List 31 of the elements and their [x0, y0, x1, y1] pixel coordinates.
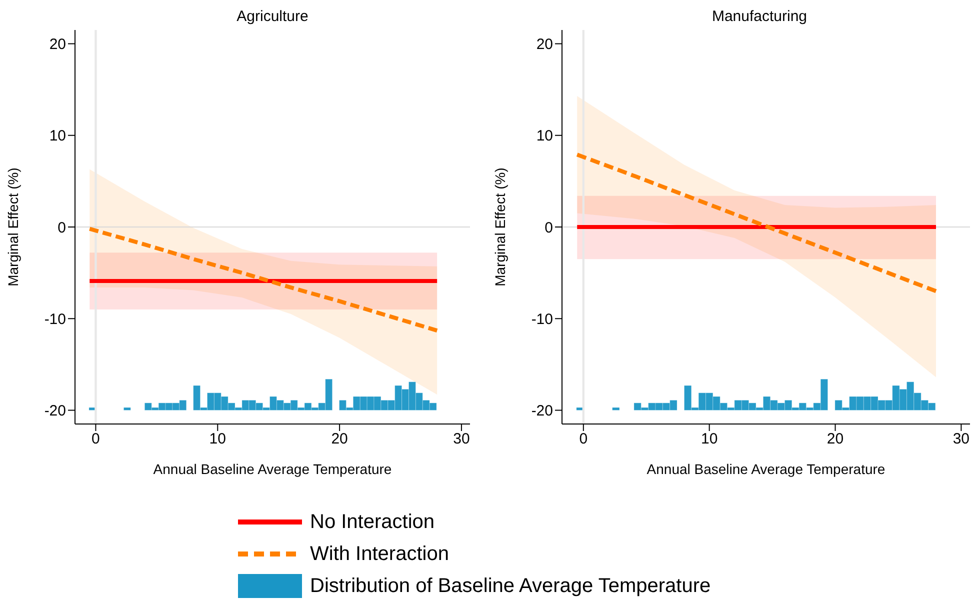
x-tick-label: 0	[92, 430, 100, 448]
line-series	[575, 152, 938, 294]
x-tick-label: 20	[331, 430, 348, 448]
y-tick-label: 20	[536, 36, 553, 54]
y-tick-label: 10	[536, 128, 553, 145]
y-tick-label: -20	[531, 402, 553, 420]
bar	[123, 407, 131, 411]
bar	[612, 407, 620, 411]
x-tick-label: 10	[700, 430, 718, 448]
chart-title: Agriculture	[236, 8, 310, 25]
y-axis-title: Marginal Effect (%)	[492, 168, 508, 286]
y-tick-label: 0	[58, 219, 66, 236]
line-series	[88, 226, 440, 333]
x-tick-label: 30	[453, 430, 470, 448]
legend-label: No Interaction	[310, 510, 435, 534]
x-axis-title: Annual Baseline Average Temperature	[153, 461, 392, 477]
y-axis-title: Marginal Effect (%)	[4, 168, 21, 286]
y-tick-label: 20	[49, 36, 66, 54]
x-tick-label: 30	[952, 430, 970, 448]
y-tick-label: 10	[49, 128, 66, 145]
x-tick-label: 0	[579, 430, 588, 448]
chart-title: Manufacturing	[710, 8, 808, 25]
legend-label: With Interaction	[310, 542, 449, 566]
y-tick-label: -10	[44, 310, 66, 328]
x-tick-label: 10	[209, 430, 226, 448]
y-tick-label: -10	[531, 310, 553, 328]
x-axis-title: Annual Baseline Average Temperature	[646, 461, 886, 477]
x-tick-label: 20	[826, 430, 844, 448]
legend-label: Distribution of Baseline Average Temperature	[310, 574, 711, 598]
y-tick-label: 0	[544, 219, 553, 236]
y-tick-label: -20	[44, 402, 66, 420]
